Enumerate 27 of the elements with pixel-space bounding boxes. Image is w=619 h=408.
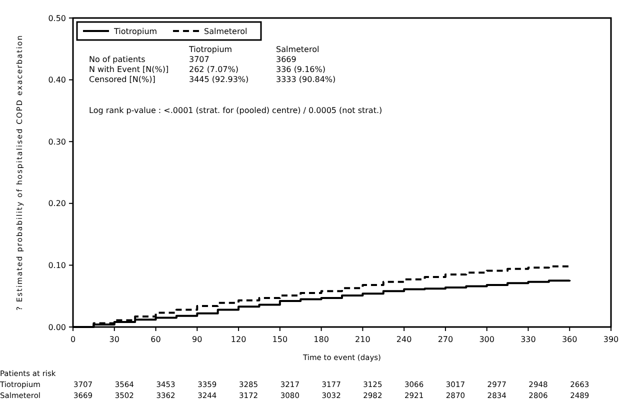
x-tick-label: 150 (272, 335, 288, 344)
x-tick-label: 60 (150, 335, 161, 344)
y-tick-label: 0.00 (48, 322, 66, 332)
x-tick-label: 330 (520, 335, 536, 344)
text: No of patients 3707 3669 (89, 55, 296, 64)
y-tick-label: 0.20 (48, 199, 66, 208)
text: Censored [N(%)] 3445 (92.93%) 3333 (90.84%) (89, 75, 336, 84)
x-tick-label: 240 (396, 335, 412, 344)
text: Tiotropium Salmeterol (189, 45, 320, 54)
y-tick-label: 0.50 (48, 14, 66, 23)
y-tick-label: 0.30 (48, 137, 66, 146)
x-tick-label: 30 (109, 335, 120, 344)
x-tick-label: 210 (355, 335, 370, 344)
text: N with Event [N(%)] 262 (7.07%) 336 (9.16%) (89, 65, 326, 74)
x-tick-label: 180 (314, 335, 329, 344)
y-tick-label: 0.40 (48, 76, 66, 85)
x-tick-label: 270 (438, 335, 454, 344)
x-tick-label: 360 (562, 335, 578, 344)
x-tick-label: 390 (603, 335, 619, 344)
x-tick-label: 120 (230, 335, 246, 344)
y-tick-label: 0.10 (48, 261, 66, 270)
x-tick-label: 90 (192, 335, 202, 344)
legend-label: Salmeterol (204, 26, 248, 36)
x-tick-label: 0 (70, 335, 76, 344)
x-tick-label: 300 (479, 335, 494, 344)
annotation: Log rank p-value : <.0001 (strat. for (pooled) centre) / 0.0005 (not strat.) (89, 106, 382, 115)
legend-label: Tiotropium (113, 26, 158, 36)
